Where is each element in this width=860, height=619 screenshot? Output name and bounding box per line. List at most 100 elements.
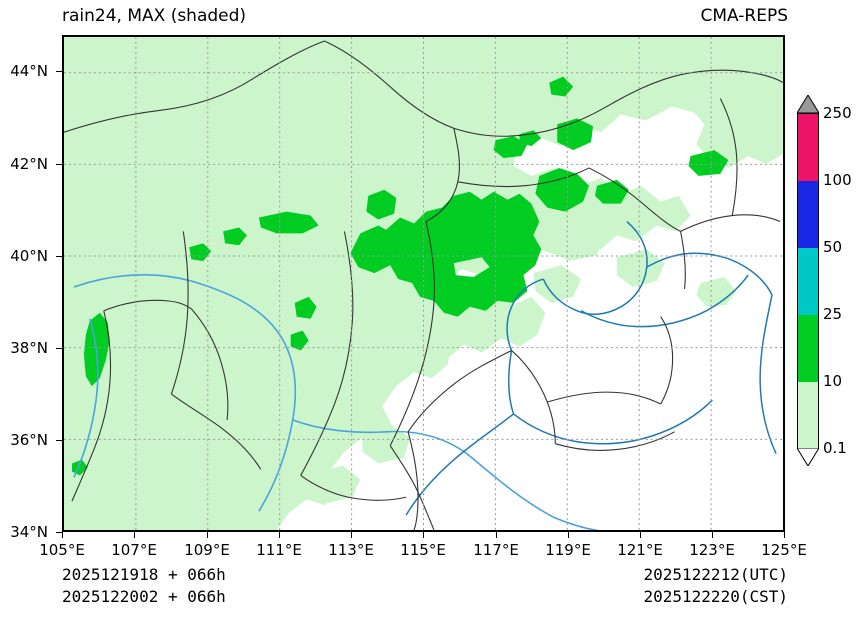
border-liaoning-west — [719, 98, 738, 216]
border-gansu-west — [71, 310, 112, 502]
border-hebei-ne — [588, 167, 681, 232]
border-shandong-east — [660, 316, 674, 405]
init-time-line-1: 2025121918 + 066h — [62, 565, 226, 584]
xtick-111 — [279, 532, 280, 538]
colorbar-label-10: 10 — [823, 372, 843, 390]
valid-time-utc: 2025122212(UTC) — [643, 565, 789, 584]
border-gansu-ne — [171, 393, 262, 470]
colorbar-under-arrow — [797, 448, 819, 466]
border-henan-east — [407, 431, 419, 530]
xlabel-109: 109°E — [184, 541, 230, 559]
border-liaoning-south — [680, 231, 686, 290]
page-title: rain24, MAX (shaded) — [62, 6, 247, 26]
xtick-107 — [134, 532, 135, 538]
coast-korea — [759, 294, 777, 454]
green-blob-main — [374, 191, 542, 317]
xtick-117 — [496, 532, 497, 538]
map-canvas — [64, 37, 783, 530]
colorbar-segment-100-250 — [798, 114, 818, 181]
xlabel-123: 123°E — [689, 541, 735, 559]
ylabel-44: 44°N — [10, 62, 48, 80]
ylabel-42: 42°N — [10, 155, 48, 173]
green-dot-south-b — [290, 330, 309, 351]
coastlines — [405, 220, 777, 516]
border-shanxi-east — [389, 221, 435, 446]
border-henan-north — [300, 474, 407, 501]
xtick-121 — [640, 532, 641, 538]
colorbar-over-arrow — [797, 95, 819, 113]
colorbar-label-0p1: 0.1 — [823, 439, 847, 457]
xlabel-115: 115°E — [400, 541, 446, 559]
pale-rain-east-d — [547, 223, 604, 262]
colorbar-segment-25-50 — [798, 248, 818, 315]
green-blob-ne-far — [688, 150, 729, 176]
border-shandong-south — [555, 431, 675, 451]
xlabel-105: 105°E — [39, 541, 85, 559]
border-ningxia-south — [190, 308, 229, 420]
ytick-40 — [56, 256, 62, 257]
green-dot-west-b — [189, 243, 212, 262]
coast-tianjin — [506, 278, 544, 351]
colorbar-label-250: 250 — [823, 104, 852, 122]
border-mongolia-east — [324, 40, 783, 137]
pale-rain-east-b — [616, 249, 665, 287]
coast-shandong-west — [507, 350, 515, 415]
rivers — [73, 274, 599, 530]
yellow-river-bend — [73, 318, 99, 478]
ytick-38 — [56, 348, 62, 349]
xlabel-113: 113°E — [328, 541, 374, 559]
ylabel-40: 40°N — [10, 247, 48, 265]
xtick-123 — [712, 532, 713, 538]
river-east — [552, 516, 599, 530]
map-gridlines — [64, 37, 783, 530]
xtick-109 — [207, 532, 208, 538]
green-blob-shanxi-w — [350, 225, 399, 274]
border-hebei-south — [407, 349, 512, 433]
coast-shandong-north — [580, 274, 749, 328]
green-dot-west-a — [223, 227, 247, 246]
colorbar-segment-0p1-10 — [798, 382, 818, 449]
ytick-44 — [56, 71, 62, 72]
green-dot-south-a — [294, 296, 317, 319]
init-time-line-2: 2025122002 + 066h — [62, 587, 226, 606]
ytick-36 — [56, 440, 62, 441]
colorbar-segment-50-100 — [798, 181, 818, 248]
xtick-115 — [423, 532, 424, 538]
rain-band-10-25 — [71, 76, 729, 476]
xlabel-119: 119°E — [545, 541, 591, 559]
green-blob-north-a — [366, 189, 397, 220]
pale-rain-south-b — [312, 465, 361, 504]
colorbar-label-25: 25 — [823, 305, 843, 323]
xlabel-111: 111°E — [256, 541, 302, 559]
border-shanxi-west — [300, 231, 354, 476]
model-label: CMA-REPS — [700, 6, 788, 26]
yellow-river-lower — [292, 419, 554, 518]
green-streak-west — [258, 211, 319, 234]
ytick-42 — [56, 164, 62, 165]
pale-rain-south-a — [362, 425, 411, 464]
coast-bohai-west — [542, 220, 648, 315]
ytick-34 — [56, 532, 62, 533]
green-dot-ne-a — [493, 136, 528, 159]
xtick-125 — [784, 532, 785, 538]
pale-rain-east-c — [696, 277, 737, 307]
yellow-river-upper — [73, 274, 297, 512]
xlabel-117: 117°E — [473, 541, 519, 559]
ylabel-38: 38°N — [10, 339, 48, 357]
border-shanxi-south — [389, 445, 435, 530]
ylabel-36: 36°N — [10, 431, 48, 449]
ylabel-34: 34°N — [10, 523, 48, 541]
valid-time-cst: 2025122220(CST) — [643, 587, 789, 606]
border-im-hebei-e — [457, 167, 590, 188]
coast-shandong-south — [513, 399, 713, 445]
border-shandong-inner — [547, 391, 661, 405]
xtick-105 — [62, 532, 63, 538]
colorbar-bar — [797, 113, 819, 449]
xlabel-125: 125°E — [761, 541, 807, 559]
green-blob-ne-upper — [557, 118, 594, 151]
coast-liaodong — [646, 252, 773, 296]
border-ningxia-east — [170, 231, 189, 395]
colorbar-label-50: 50 — [823, 238, 843, 256]
green-dot-ne-b — [519, 130, 542, 147]
border-ningxia-north — [103, 299, 192, 312]
